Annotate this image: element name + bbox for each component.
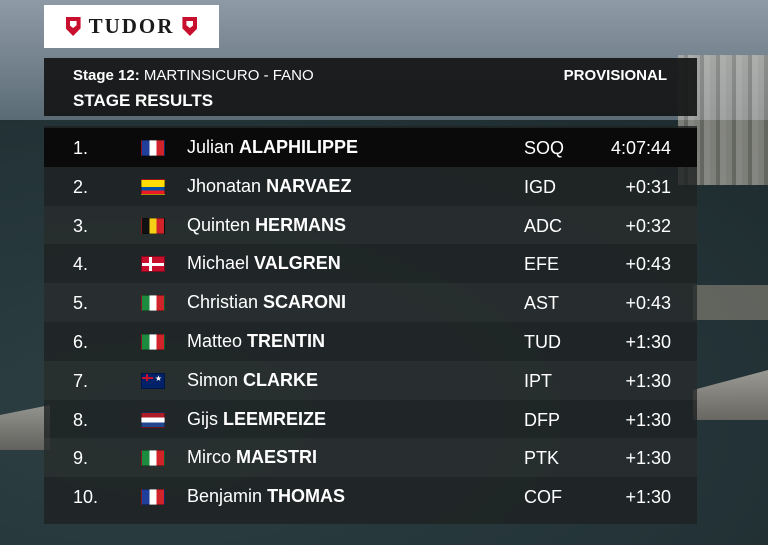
tudor-shield-icon bbox=[65, 17, 81, 36]
team-code: IGD bbox=[524, 176, 557, 197]
rider-name: Mirco MAESTRI bbox=[187, 447, 317, 468]
rider-first-name: Quinten bbox=[187, 214, 251, 235]
team-code: COF bbox=[524, 487, 562, 508]
rank: 10. bbox=[73, 487, 99, 508]
table-row: 1. Julian ALAPHILIPPE SOQ 4:07:44 bbox=[44, 128, 697, 167]
rider-last-name: THOMAS bbox=[267, 486, 346, 507]
rider-first-name: Christian bbox=[187, 292, 259, 313]
finish-time: +1:30 bbox=[625, 332, 671, 352]
table-row: 4. Michael VALGREN EFE +0:43 bbox=[44, 244, 697, 283]
finish-time: +0:43 bbox=[625, 254, 671, 275]
france-flag-icon bbox=[141, 140, 165, 156]
tudor-shield-icon bbox=[182, 17, 198, 36]
australia-flag-icon bbox=[141, 372, 165, 389]
rider-name: Matteo TRENTIN bbox=[187, 331, 325, 352]
rider-name: Simon CLARKE bbox=[187, 370, 318, 391]
rider-last-name: VALGREN bbox=[254, 253, 341, 274]
stage-label: Stage 12: bbox=[73, 67, 140, 84]
france-flag-icon bbox=[141, 489, 165, 506]
rank: 9. bbox=[73, 448, 89, 469]
table-row: 10. Benjamin THOMAS COF +1:30 bbox=[44, 477, 697, 516]
rider-last-name: SCARONI bbox=[263, 292, 347, 313]
rider-first-name: Michael bbox=[187, 253, 250, 274]
denmark-flag-icon bbox=[141, 256, 165, 273]
background-shore bbox=[693, 285, 768, 320]
team-code: TUD bbox=[524, 332, 561, 352]
finish-time: +0:43 bbox=[625, 293, 671, 314]
team-code: DFP bbox=[524, 409, 560, 430]
rider-last-name: HERMANS bbox=[255, 214, 347, 235]
table-row: 3. Quinten HERMANS ADC +0:32 bbox=[44, 205, 697, 245]
results-table: 1. Julian ALAPHILIPPE SOQ 4:07:44 2. Jho… bbox=[44, 126, 697, 524]
rank: 6. bbox=[73, 332, 89, 352]
rider-last-name: ALAPHILIPPE bbox=[239, 137, 359, 157]
rider-first-name: Matteo bbox=[187, 331, 243, 351]
rank: 2. bbox=[73, 176, 89, 197]
results-header: Stage 12: MARTINSICURO - FANO STAGE RESU… bbox=[44, 58, 697, 116]
table-row: 6. Matteo TRENTIN TUD +1:30 bbox=[44, 322, 697, 361]
rider-name: Michael VALGREN bbox=[187, 253, 341, 274]
table-row: 5. Christian SCARONI AST +0:43 bbox=[44, 283, 697, 322]
rider-first-name: Mirco bbox=[187, 447, 231, 468]
rider-first-name: Gijs bbox=[187, 408, 218, 429]
team-code: PTK bbox=[524, 448, 560, 469]
rider-first-name: Julian bbox=[187, 137, 235, 157]
rider-last-name: LEEMREIZE bbox=[223, 408, 327, 429]
rider-name: Jhonatan NARVAEZ bbox=[187, 176, 351, 197]
team-code: ADC bbox=[524, 215, 563, 236]
rider-first-name: Jhonatan bbox=[187, 175, 262, 196]
table-row: 2. Jhonatan NARVAEZ IGD +0:31 bbox=[44, 167, 697, 206]
rider-last-name: MAESTRI bbox=[236, 447, 318, 468]
rider-name: Benjamin THOMAS bbox=[187, 486, 345, 507]
page-title: STAGE RESULTS bbox=[73, 91, 214, 110]
team-code: IPT bbox=[524, 370, 553, 391]
team-code: AST bbox=[524, 293, 560, 314]
sponsor-name: TUDOR bbox=[88, 14, 175, 38]
rank: 4. bbox=[73, 254, 89, 275]
finish-time: 4:07:44 bbox=[610, 138, 671, 158]
italy-flag-icon bbox=[141, 334, 165, 350]
finish-time: +0:31 bbox=[625, 176, 671, 197]
rider-name: Christian SCARONI bbox=[187, 292, 346, 313]
finish-time: +0:32 bbox=[625, 215, 671, 236]
netherlands-flag-icon bbox=[141, 411, 165, 428]
rank: 8. bbox=[73, 409, 89, 430]
finish-time: +1:30 bbox=[625, 370, 671, 391]
rider-last-name: CLARKE bbox=[243, 369, 319, 390]
finish-time: +1:30 bbox=[625, 409, 671, 430]
rank: 7. bbox=[73, 370, 89, 391]
finish-time: +1:30 bbox=[625, 448, 671, 469]
finish-time: +1:30 bbox=[625, 487, 671, 508]
status-badge: PROVISIONAL bbox=[563, 67, 667, 84]
stage-route: MARTINSICURO - FANO bbox=[143, 67, 314, 84]
table-row: 9. Mirco MAESTRI PTK +1:30 bbox=[44, 438, 697, 478]
rider-first-name: Benjamin bbox=[187, 486, 263, 507]
team-code: SOQ bbox=[524, 138, 565, 158]
table-row: 7. Simon CLARKE IPT +1:30 bbox=[44, 360, 697, 400]
rider-first-name: Simon bbox=[187, 369, 239, 390]
rank: 3. bbox=[73, 215, 89, 236]
rider-name: Gijs LEEMREIZE bbox=[187, 409, 326, 430]
rider-name: Julian ALAPHILIPPE bbox=[187, 137, 358, 158]
sponsor-logo: TUDOR bbox=[44, 5, 219, 48]
team-code: EFE bbox=[524, 254, 560, 275]
rank: 5. bbox=[73, 293, 89, 314]
stage-line: Stage 12: MARTINSICURO - FANO bbox=[73, 67, 314, 84]
table-row: 8. Gijs LEEMREIZE DFP +1:30 bbox=[44, 400, 697, 439]
belgium-flag-icon bbox=[141, 217, 165, 234]
italy-flag-icon bbox=[141, 450, 165, 467]
rider-last-name: NARVAEZ bbox=[266, 175, 352, 196]
rider-name: Quinten HERMANS bbox=[187, 215, 346, 236]
ecuador-flag-icon bbox=[141, 178, 165, 195]
rank: 1. bbox=[73, 138, 89, 158]
rider-last-name: TRENTIN bbox=[247, 331, 326, 351]
italy-flag-icon bbox=[141, 295, 165, 312]
